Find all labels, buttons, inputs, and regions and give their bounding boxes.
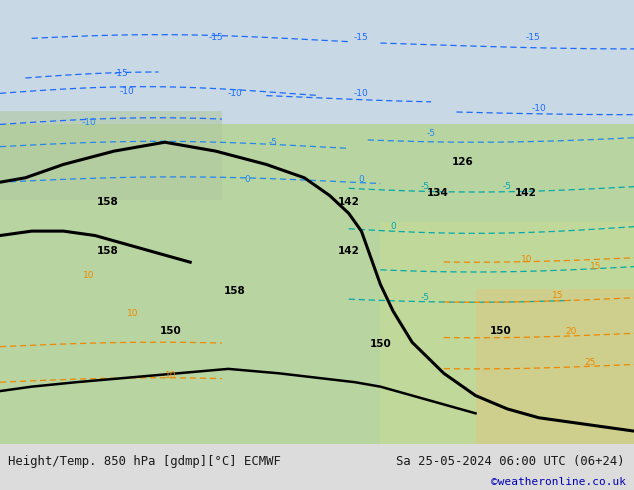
Bar: [0, 124, 634, 444]
Text: 150: 150: [370, 340, 391, 349]
Text: 134: 134: [427, 188, 448, 198]
Text: -5: -5: [427, 129, 436, 138]
Text: -15: -15: [113, 69, 128, 78]
Text: 10: 10: [83, 271, 94, 280]
Text: 15: 15: [552, 291, 564, 300]
Text: -15: -15: [208, 33, 223, 42]
Text: -5: -5: [420, 182, 429, 191]
Text: 10: 10: [165, 371, 177, 380]
Text: -10: -10: [531, 104, 547, 113]
Bar: [0, 0, 634, 133]
Text: 158: 158: [224, 286, 245, 296]
Text: Sa 25-05-2024 06:00 UTC (06+24): Sa 25-05-2024 06:00 UTC (06+24): [396, 455, 625, 468]
Text: -5: -5: [268, 138, 277, 147]
Text: 15: 15: [590, 262, 602, 271]
Text: ©weatheronline.co.uk: ©weatheronline.co.uk: [491, 477, 626, 487]
Bar: [380, 222, 634, 444]
Text: 158: 158: [97, 246, 119, 256]
Text: 0: 0: [358, 175, 365, 185]
Text: 0: 0: [244, 175, 250, 185]
Text: -15: -15: [354, 33, 369, 42]
Text: 158: 158: [97, 197, 119, 207]
Text: 150: 150: [160, 326, 182, 336]
Text: -15: -15: [525, 33, 540, 42]
Text: 10: 10: [127, 309, 139, 318]
Text: -10: -10: [354, 89, 369, 98]
Bar: [0, 111, 222, 200]
Text: 126: 126: [452, 157, 474, 167]
Text: -10: -10: [81, 118, 96, 127]
Text: 142: 142: [338, 246, 359, 256]
Text: 150: 150: [490, 326, 512, 336]
Text: 25: 25: [584, 358, 595, 367]
Text: -10: -10: [119, 87, 134, 96]
Text: -10: -10: [227, 89, 242, 98]
Text: 142: 142: [338, 197, 359, 207]
Text: 10: 10: [521, 255, 532, 265]
Bar: [476, 289, 634, 444]
Text: 142: 142: [515, 188, 537, 198]
Text: -5: -5: [503, 182, 512, 191]
Text: Height/Temp. 850 hPa [gdmp][°C] ECMWF: Height/Temp. 850 hPa [gdmp][°C] ECMWF: [8, 455, 280, 468]
Text: -5: -5: [420, 294, 429, 302]
Text: 0: 0: [390, 222, 396, 231]
Text: 20: 20: [565, 327, 576, 336]
